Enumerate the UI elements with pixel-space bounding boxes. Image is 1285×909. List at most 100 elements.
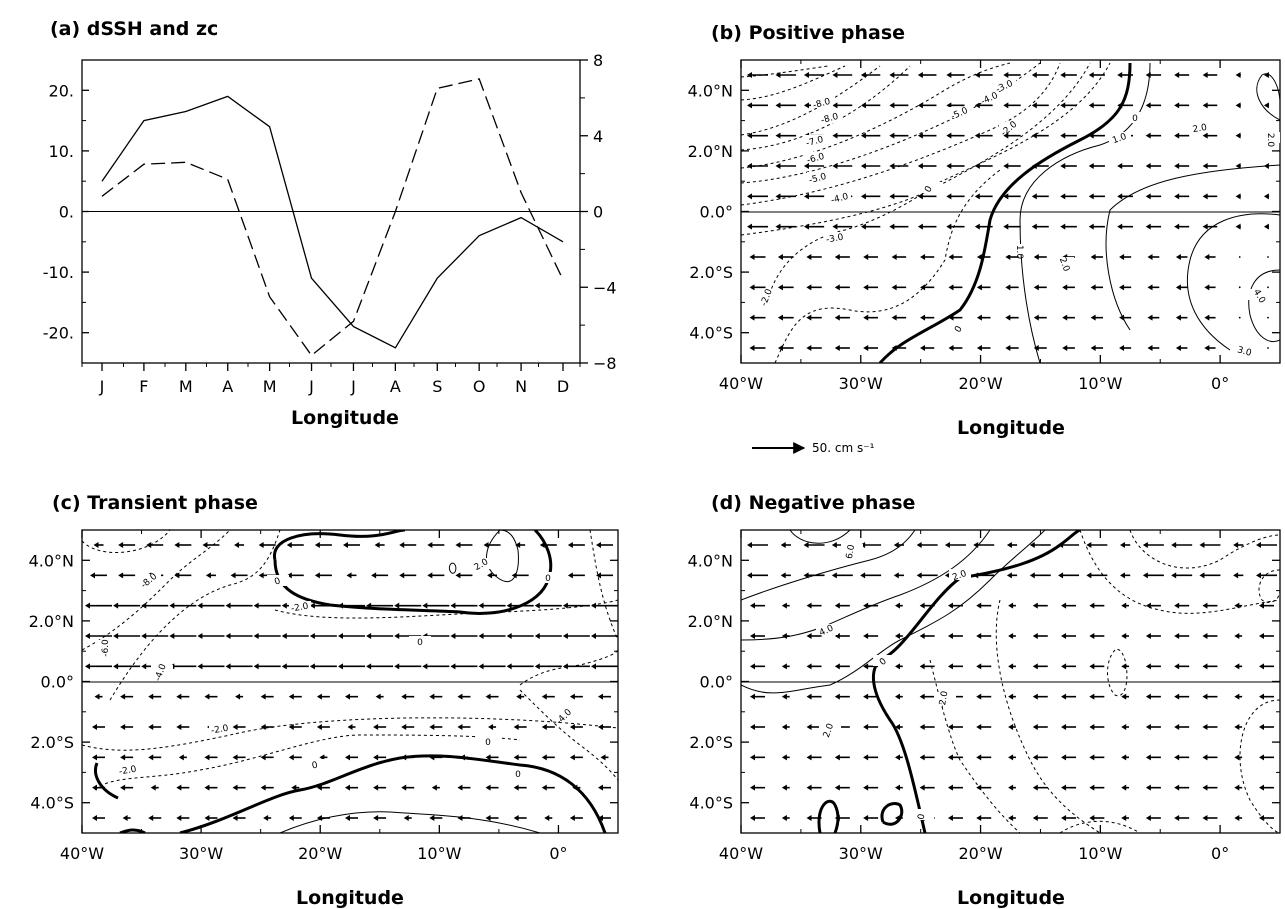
contour-label-bg xyxy=(934,692,956,703)
vector-arrowhead xyxy=(1235,223,1241,230)
vector-arrowhead xyxy=(781,693,787,700)
vector-arrowhead xyxy=(591,602,596,609)
vector-arrowhead xyxy=(775,163,781,169)
vector-arrowhead xyxy=(947,724,953,730)
vector-arrowhead xyxy=(371,572,377,579)
vector-arrowhead xyxy=(1086,572,1092,579)
vector-arrowhead xyxy=(258,542,264,548)
vector-arrowhead xyxy=(113,663,119,670)
contour-label: -6.0 xyxy=(101,639,111,657)
x-tick-label: 40°W xyxy=(719,844,763,863)
vector-arrowhead xyxy=(506,663,512,670)
vector-arrowhead xyxy=(346,572,352,579)
contour-label-bg xyxy=(1233,345,1255,356)
vector-arrowhead xyxy=(860,193,866,200)
vector-arrowhead xyxy=(863,784,869,791)
panel-b-contour-labels: -8.0-8.0-7.0-6.0-5.0-4.0-3.0-2.0-5.0-4.0… xyxy=(757,79,1280,359)
vector-arrowhead xyxy=(1032,633,1038,639)
vector-arrowhead xyxy=(174,542,180,548)
vector-arrowhead xyxy=(1202,193,1208,200)
vector-arrowhead xyxy=(860,72,866,78)
y-tick-label: 0.0° xyxy=(41,673,74,692)
contour-label-bg xyxy=(267,575,289,586)
vector-arrowhead xyxy=(309,663,315,670)
vector-arrowhead xyxy=(1199,572,1205,579)
x-tick-label: 20°W xyxy=(958,374,1002,393)
vector-arrowhead xyxy=(1199,542,1205,548)
vector-arrowhead xyxy=(511,572,517,579)
vector-arrowhead xyxy=(1174,102,1180,109)
vector-arrowhead xyxy=(894,724,900,730)
vector-arrowhead xyxy=(1058,572,1064,579)
vector-arrowhead xyxy=(1147,314,1153,321)
contour-label: 0 xyxy=(923,184,935,194)
vector-arrowhead xyxy=(1234,724,1240,730)
vector-arrowhead xyxy=(202,542,208,548)
vector-arrowhead xyxy=(1171,542,1177,548)
vector-arrowhead xyxy=(316,724,322,730)
vector-arrowhead xyxy=(1259,724,1264,730)
x-tick-label: 10°W xyxy=(417,844,461,863)
vector-arrowhead xyxy=(917,163,923,169)
vector-arrowhead xyxy=(366,663,372,670)
vector-arrowhead xyxy=(919,633,925,639)
vector-arrowhead xyxy=(148,724,154,730)
vector-arrowhead xyxy=(204,754,210,761)
vector-arrowhead xyxy=(1121,663,1127,670)
contour-label-bg xyxy=(1247,289,1269,300)
vector-arrowhead xyxy=(1086,542,1092,548)
panel-c: (c) Transient phase xyxy=(29,492,619,909)
vector-arrowhead xyxy=(1174,132,1180,139)
contour-label-bg xyxy=(304,759,326,770)
vector-arrowhead xyxy=(1234,663,1240,670)
vector-arrowhead xyxy=(919,663,925,670)
y-tick-label: 4.0°N xyxy=(688,81,733,100)
vector-arrowhead xyxy=(893,572,899,579)
vector-arrowhead xyxy=(1060,223,1066,230)
vector-arrowhead xyxy=(450,633,456,639)
vector-arrowhead xyxy=(260,724,266,730)
x-tick-label: S xyxy=(432,377,442,396)
vector-arrowhead xyxy=(749,314,755,321)
vector-arrowhead xyxy=(427,572,433,579)
vector-arrowhead xyxy=(1060,193,1066,200)
vector-arrowhead xyxy=(429,724,435,730)
vector-arrowhead xyxy=(232,754,238,761)
contour-label: 2.0 xyxy=(1057,256,1071,273)
vector-arrowhead xyxy=(863,724,869,730)
panel-a-xlabel: Longitude xyxy=(291,407,399,429)
vector-arrowhead xyxy=(1005,284,1011,291)
vector-arrowhead xyxy=(92,815,97,821)
vector-arrowhead xyxy=(1259,693,1264,700)
vector-arrowhead xyxy=(120,724,126,730)
vector-arrowhead xyxy=(1259,754,1264,761)
vector-arrowhead xyxy=(1061,815,1067,821)
contour-label-bg xyxy=(824,232,846,243)
contour-label-bg xyxy=(1109,132,1131,143)
vector-arrowhead xyxy=(863,693,869,700)
vector-arrowhead xyxy=(113,602,119,609)
vector-arrowhead xyxy=(1234,754,1240,761)
vector-arrowhead xyxy=(1029,542,1035,548)
vector-arrowhead xyxy=(1089,663,1095,670)
vector-arrowhead xyxy=(1119,314,1125,321)
y-tick-label: 2.0°N xyxy=(29,612,74,631)
vector-arrowhead xyxy=(834,663,840,670)
vector-arrowhead xyxy=(948,284,954,291)
vector-arrowhead xyxy=(373,724,379,730)
vector-arrowhead xyxy=(803,193,809,200)
contour-label-bg xyxy=(807,172,829,183)
vector-arrowhead xyxy=(1006,542,1012,548)
vector-arrowhead xyxy=(1202,724,1208,730)
vector-arrowhead xyxy=(749,284,755,291)
vector-arrowhead xyxy=(1062,314,1068,321)
vector-arrowhead xyxy=(919,784,925,791)
vector-arrowhead xyxy=(920,345,926,351)
vector-arrowhead xyxy=(515,542,521,548)
vector-arrowhead xyxy=(747,223,752,230)
vector-arrowhead xyxy=(750,663,755,670)
vector-arrowhead xyxy=(1204,284,1210,291)
vector-arrowhead xyxy=(118,572,124,579)
vector-arrowhead xyxy=(891,314,897,321)
vector-arrowhead xyxy=(1008,754,1014,761)
